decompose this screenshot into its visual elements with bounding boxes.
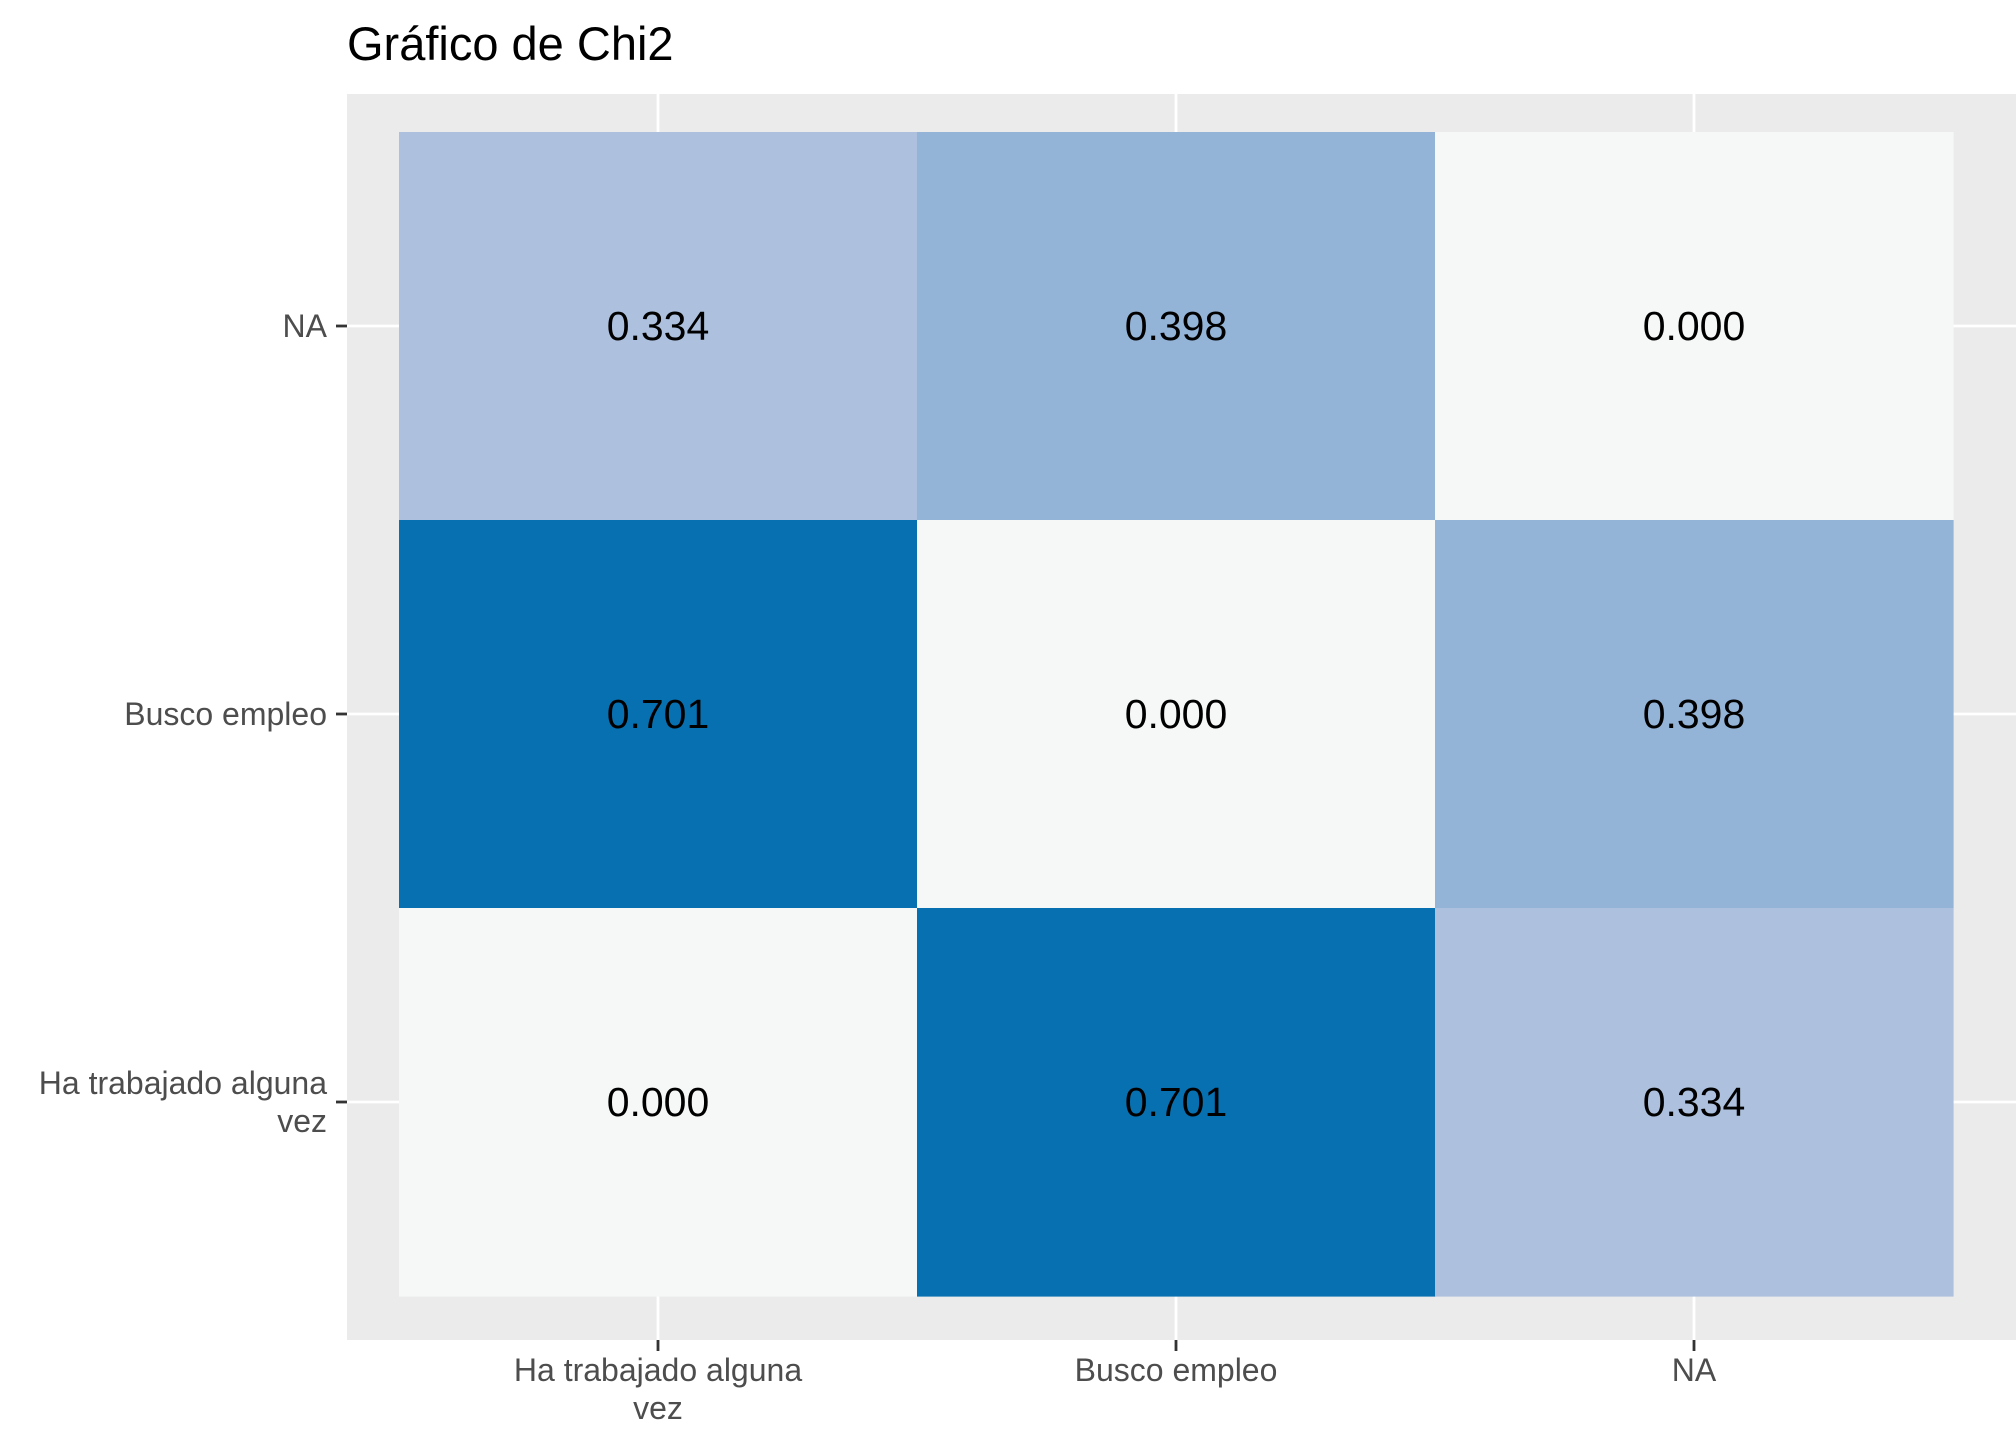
x-tick-label-line: Busco empleo [1075, 1352, 1278, 1388]
heatmap-cell [917, 132, 1436, 521]
x-tick-label-line: Ha trabajado alguna [514, 1352, 802, 1388]
x-tick-label-line: vez [633, 1390, 683, 1426]
heatmap-cells [399, 132, 1954, 1297]
cell-value-label: 0.398 [1125, 303, 1228, 349]
heatmap-cell [917, 520, 1436, 909]
heatmap-cell [399, 908, 918, 1297]
x-axis: Ha trabajado alguna vez Busco empleo NA [514, 1340, 1717, 1426]
heatmap-cell [1435, 520, 1954, 909]
cell-value-label: 0.334 [607, 303, 710, 349]
cell-value-label: 0.000 [607, 1079, 710, 1125]
cell-value-labels: 0.334 0.398 0.000 0.701 0.000 0.398 0.000 0.701… [607, 303, 1746, 1125]
cell-value-label: 0.701 [1125, 1079, 1228, 1125]
x-tick-label-line: NA [1672, 1352, 1717, 1388]
cell-value-label: 0.000 [1643, 303, 1746, 349]
cell-value-label: 0.701 [607, 691, 710, 737]
heatmap-cell [917, 908, 1436, 1297]
x-tick-label: Busco empleo [1075, 1352, 1278, 1388]
cell-value-label: 0.398 [1643, 691, 1746, 737]
y-tick-label-line: Ha trabajado alguna [39, 1065, 327, 1101]
x-tick-label: Ha trabajado alguna vez [514, 1352, 802, 1426]
heatmap-cell [399, 132, 918, 521]
y-tick-label-line: Busco empleo [124, 696, 327, 732]
chart-title: Gráfico de Chi2 [347, 17, 674, 70]
heatmap-cell [1435, 132, 1954, 521]
y-tick-label-line: vez [277, 1103, 327, 1139]
y-tick-label-line: NA [283, 308, 328, 344]
cell-value-label: 0.334 [1643, 1079, 1746, 1125]
y-tick-label: NA [283, 308, 328, 344]
cell-value-label: 0.000 [1125, 691, 1228, 737]
y-axis: NA Busco empleo Ha trabajado alguna vez [39, 308, 347, 1139]
y-tick-label: Busco empleo [124, 696, 327, 732]
x-tick-label: NA [1672, 1352, 1717, 1388]
y-tick-label: Ha trabajado alguna vez [39, 1065, 327, 1139]
heatmap-cell [399, 520, 918, 909]
heatmap-cell [1435, 908, 1954, 1297]
